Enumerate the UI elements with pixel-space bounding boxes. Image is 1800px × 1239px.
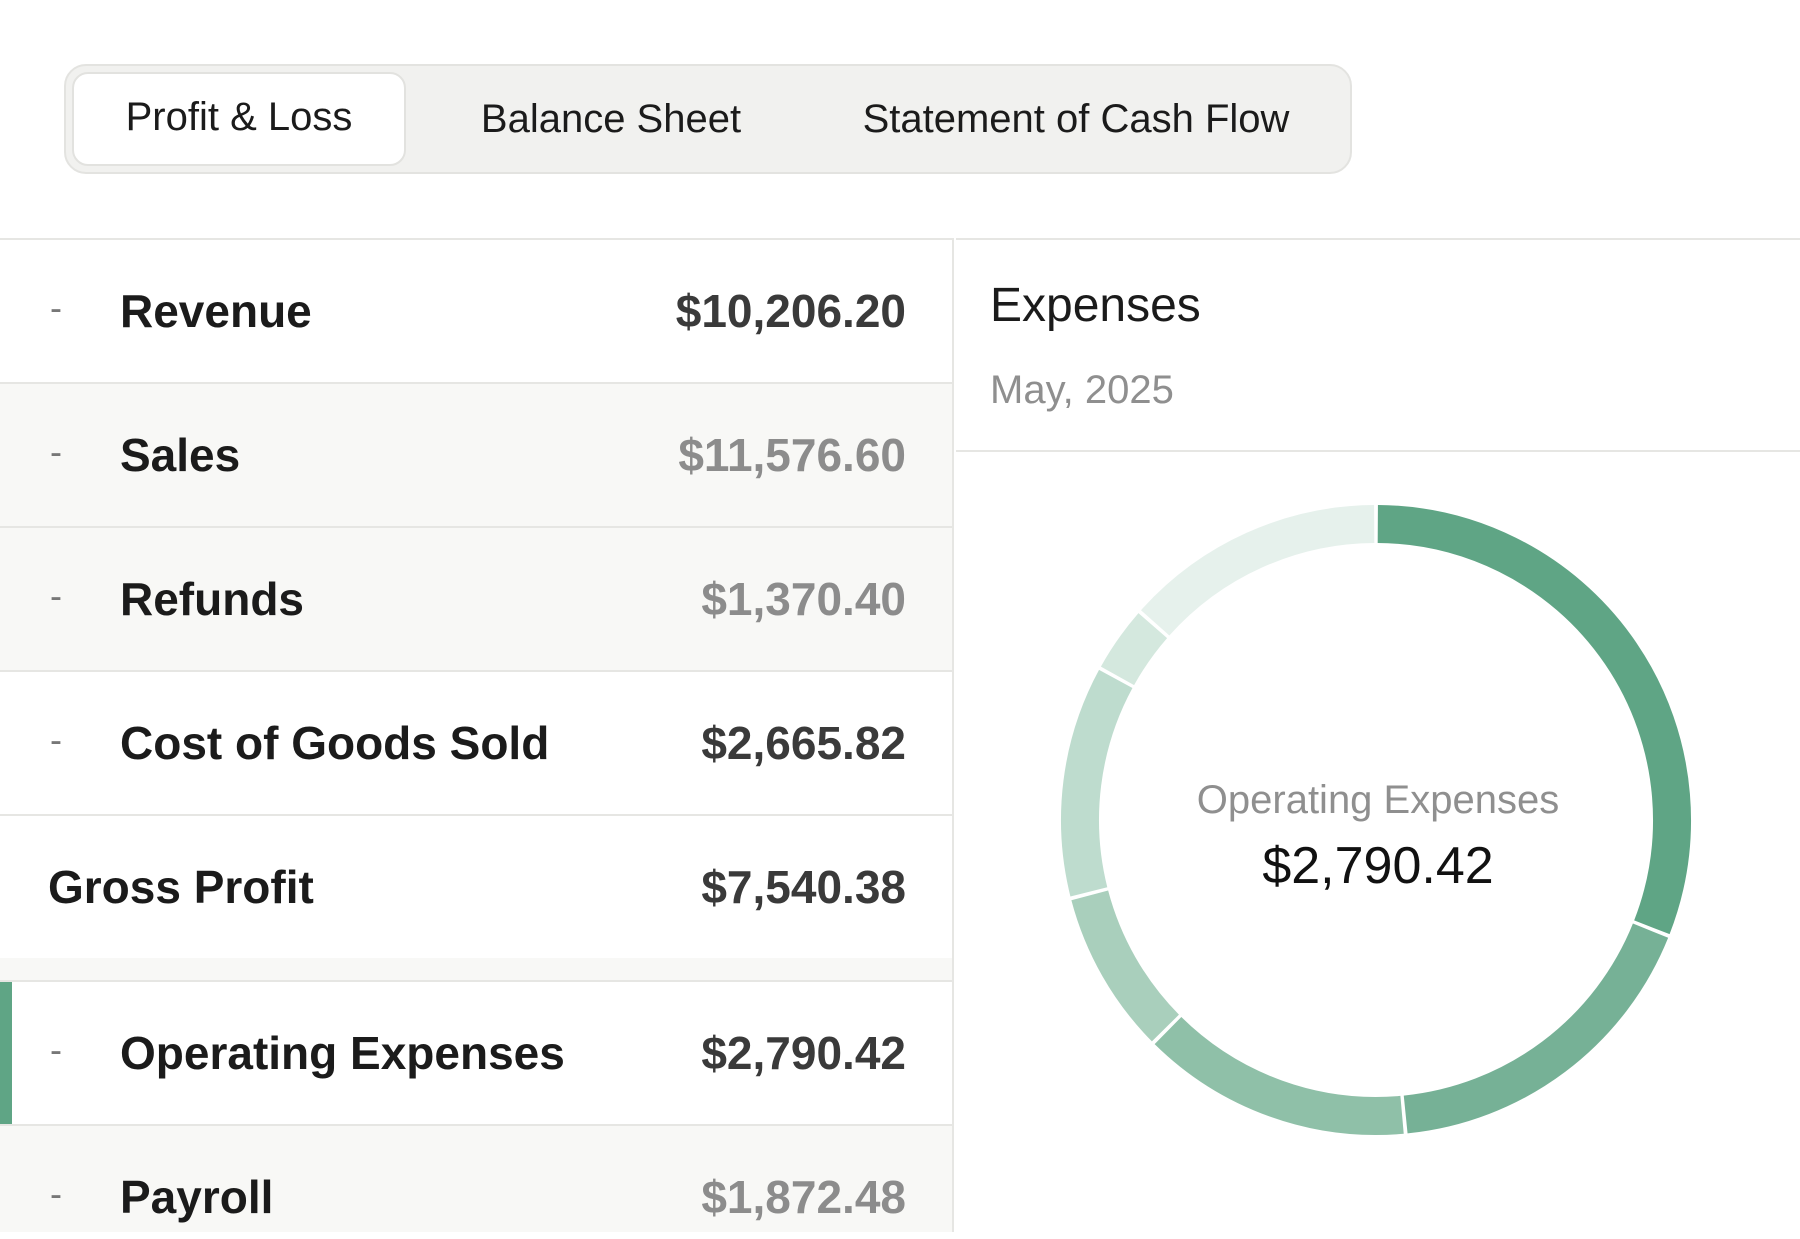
row-label: Payroll (120, 1171, 274, 1223)
row-label: Sales (120, 429, 241, 481)
donut-slice-7[interactable] (1140, 505, 1375, 636)
donut-slice-5[interactable] (1061, 669, 1133, 897)
tab-statement-of-cash-flow[interactable]: Statement of Cash Flow (862, 97, 1290, 141)
donut-slice-1[interactable] (1377, 505, 1691, 935)
selected-indicator (0, 982, 12, 1124)
donut-slice-6[interactable] (1100, 613, 1168, 686)
donut-center-label: Operating Expenses (1196, 778, 1560, 822)
collapse-toggle[interactable]: - (50, 1173, 62, 1214)
row-label: Gross Profit (48, 861, 314, 913)
row-amount: $1,370.40 (701, 573, 906, 625)
panel-period: May, 2025 (990, 368, 1174, 412)
donut-slice-2[interactable] (1403, 923, 1669, 1134)
row-label: Refunds (120, 573, 304, 625)
row-amount: $2,790.42 (701, 1027, 906, 1079)
row-cost-of-goods-sold[interactable]: - Cost of Goods Sold $2,665.82 (0, 672, 952, 816)
profit-loss-table: - Revenue $10,206.20 - Sales $11,576.60 … (0, 238, 954, 1232)
tab-balance-sheet[interactable]: Balance Sheet (480, 97, 742, 141)
expenses-donut-chart: Operating Expenses $2,790.42 (956, 452, 1800, 1234)
row-amount: $1,872.48 (701, 1171, 906, 1223)
collapse-toggle[interactable]: - (50, 575, 62, 616)
row-gross-profit: Gross Profit $7,540.38 (0, 816, 952, 960)
donut-svg (1061, 505, 1691, 1135)
row-amount: $11,576.60 (678, 429, 906, 481)
row-payroll[interactable]: - Payroll $1,872.48 (0, 1126, 952, 1232)
row-sales[interactable]: - Sales $11,576.60 (0, 384, 952, 528)
expenses-panel: Expenses May, 2025 Operating Expenses $2… (956, 238, 1800, 1232)
report-tabs: Profit & Loss Balance Sheet Statement of… (64, 64, 1352, 174)
donut-slice-4[interactable] (1071, 890, 1180, 1042)
row-amount: $10,206.20 (675, 285, 906, 337)
panel-header: Expenses May, 2025 (956, 240, 1800, 452)
collapse-toggle[interactable]: - (50, 431, 62, 472)
row-label: Revenue (120, 285, 312, 337)
row-revenue[interactable]: - Revenue $10,206.20 (0, 240, 952, 384)
row-amount: $7,540.38 (701, 861, 906, 913)
row-operating-expenses[interactable]: - Operating Expenses $2,790.42 (0, 982, 952, 1126)
row-amount: $2,665.82 (701, 717, 906, 769)
row-label: Operating Expenses (120, 1027, 565, 1079)
tab-profit-and-loss[interactable]: Profit & Loss (72, 72, 406, 166)
section-divider (0, 958, 952, 982)
row-label: Cost of Goods Sold (120, 717, 550, 769)
collapse-toggle[interactable]: - (50, 1029, 62, 1070)
panel-title: Expenses (990, 279, 1201, 332)
donut-slice-3[interactable] (1154, 1016, 1404, 1135)
donut-center-value: $2,790.42 (1262, 837, 1494, 895)
collapse-toggle[interactable]: - (50, 719, 62, 760)
collapse-toggle[interactable]: - (50, 287, 62, 328)
row-refunds[interactable]: - Refunds $1,370.40 (0, 528, 952, 672)
